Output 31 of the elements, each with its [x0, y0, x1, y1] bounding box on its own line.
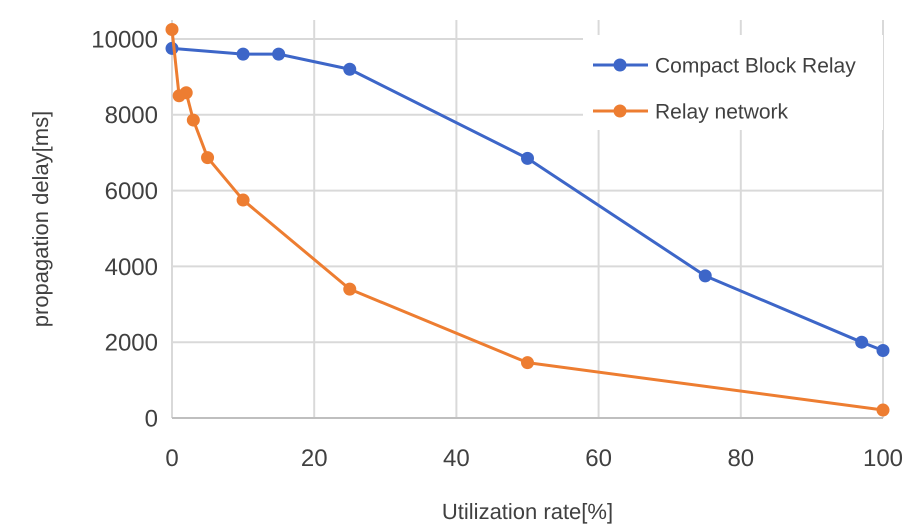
x-axis-title: Utilization rate[%]: [442, 499, 614, 524]
y-tick-label: 2000: [104, 330, 158, 357]
point: [180, 86, 193, 100]
x-tick-label: 60: [585, 445, 612, 472]
y-tick-label: 0: [144, 405, 158, 432]
point: [876, 404, 890, 417]
point: [166, 22, 178, 36]
y-tick-label: 8000: [104, 102, 158, 130]
point: [343, 62, 356, 76]
point: [855, 336, 868, 349]
legend-label: Relay network: [655, 100, 789, 124]
point: [236, 194, 250, 207]
x-tick-label: 40: [443, 445, 470, 472]
y-axis-title: propagation delay[ms]: [28, 110, 53, 328]
legend-label: Compact Block Relay: [655, 54, 856, 78]
x-tick-label: 80: [727, 445, 754, 472]
point: [521, 152, 534, 165]
point: [521, 356, 534, 370]
point: [876, 344, 890, 358]
point: [343, 282, 356, 296]
point: [698, 269, 712, 282]
point: [186, 114, 200, 127]
y-tick-label: 4000: [104, 254, 158, 281]
point: [236, 48, 250, 61]
x-tick-label: 0: [165, 445, 179, 472]
y-tick-label: 10000: [91, 26, 158, 54]
x-tick-label: 100: [862, 445, 904, 472]
x-tick-label: 20: [300, 445, 328, 472]
point: [272, 48, 286, 61]
y-tick-label: 6000: [104, 178, 158, 205]
point: [201, 151, 214, 164]
